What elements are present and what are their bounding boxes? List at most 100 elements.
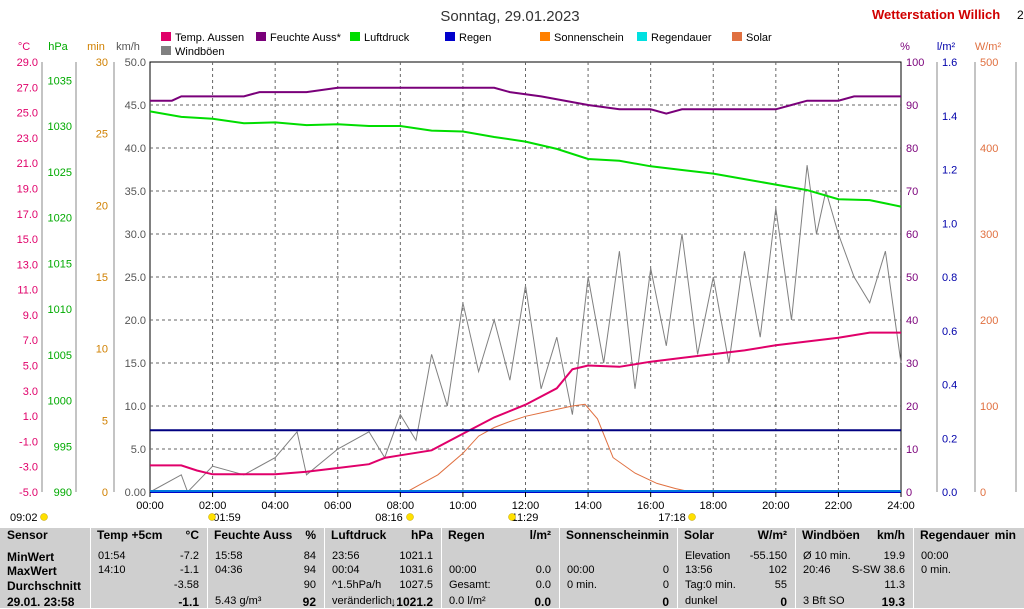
tick-humidity-6: 40	[906, 315, 918, 327]
unit-label-humidity: %	[900, 41, 910, 53]
marker-sun_up: 08:16	[375, 512, 403, 524]
column-wind: Windböen km/h Ø 10 min. 19.9 20:46 S-SW 38.6 1…	[795, 528, 914, 609]
tick-temp-15: -1.0	[19, 436, 38, 448]
tick-solar-5: 0	[980, 487, 986, 499]
cell-solar-2-b: 55	[774, 579, 787, 591]
tick-temp-17: -5.0	[19, 487, 38, 499]
tick-pressure-7: 1000	[48, 396, 72, 408]
col-header-pressure: Luftdruck	[331, 528, 387, 542]
col-unit-sunshine: min	[647, 528, 669, 542]
sensor-row-1: MaxWert	[7, 564, 57, 578]
cell-solar-0-a: Elevation	[685, 550, 731, 562]
marker-solar_noon: 01:59	[213, 512, 241, 524]
tick-rain-1: 1.4	[942, 111, 957, 123]
weather-chart: Sonntag, 29.01.2023 Wetterstation Willic…	[10, 7, 1024, 524]
tick-humidity-8: 20	[906, 401, 918, 413]
tick-pressure-8: 995	[54, 441, 72, 453]
unit-label-pressure: hPa	[48, 41, 68, 53]
cell-raindur-0-a: 00:00	[921, 550, 949, 562]
left-axes: 29.0 27.0 25.0 23.0 21.0 19.0 17.0 15.0 13.0 11.0…	[17, 57, 146, 499]
legend-swatch-6	[732, 32, 742, 41]
tick-temp-14: 1.0	[23, 411, 38, 423]
legend-swatch-3	[445, 32, 455, 41]
cell-pressure-1-b: 1031.6	[399, 564, 433, 576]
cell-humidity-0-a: 15:58	[215, 550, 243, 562]
cell-rain-3-a: 0.0 l/m²	[449, 595, 486, 607]
cell-pressure-2-a: ^1.5hPa/h	[332, 579, 382, 591]
tick-sun-6: 0	[102, 487, 108, 499]
tick-temp-5: 19.0	[17, 183, 38, 195]
tick-rain-3: 1.0	[942, 218, 957, 230]
marker-sun-icon-1	[208, 513, 216, 521]
cell-temp-3-b: -1.1	[178, 595, 199, 609]
xtick-label-0: 00:00	[136, 500, 164, 512]
cell-sunshine-1-a: 00:00	[567, 564, 595, 576]
col-header-rain: Regen	[448, 528, 485, 542]
tick-rain-2: 1.2	[942, 165, 957, 177]
tick-solar-1: 400	[980, 143, 998, 155]
tick-sun-5: 5	[102, 415, 108, 427]
cell-wind-2-b: 11.3	[884, 579, 905, 591]
tick-pressure-1: 1030	[48, 121, 72, 133]
cell-solar-2-a: Tag:0 min.	[685, 579, 736, 591]
tick-rain-8: 0.0	[942, 487, 957, 499]
legend-label-3: Regen	[459, 32, 491, 44]
cell-rain-1-b: 0.0	[535, 564, 551, 576]
col-header-sunshine: Sonnenschein	[566, 528, 649, 542]
cell-pressure-3-a: veränderlich	[332, 595, 392, 607]
tick-wind-10: 0.00	[125, 487, 146, 499]
tick-solar-2: 300	[980, 229, 998, 241]
tick-humidity-0: 100	[906, 57, 924, 69]
unit-label-solar: W/m²	[975, 41, 1002, 53]
unit-label-sun: min	[87, 41, 105, 53]
xtick-label-4: 08:00	[387, 500, 415, 512]
xtick-label-5: 10:00	[449, 500, 477, 512]
xtick-label-9: 18:00	[699, 500, 727, 512]
cell-solar-3-a: dunkel	[685, 595, 718, 607]
tick-temp-9: 11.0	[17, 285, 38, 297]
xtick-label-10: 20:00	[762, 500, 790, 512]
col-unit-solar: W/m²	[757, 528, 787, 542]
cell-humidity-1-b: 94	[303, 564, 316, 576]
xtick-label-1: 02:00	[199, 500, 227, 512]
legend-label-2: Luftdruck	[364, 32, 410, 44]
tick-solar-3: 200	[980, 315, 998, 327]
axis-unit-labels: °C hPa min km/h% l/m² W/m²	[18, 41, 1002, 53]
tick-temp-1: 27.0	[17, 82, 38, 94]
col-header-wind: Windböen	[802, 528, 860, 542]
column-rain: Regen l/m² 00:00 0.0 Gesamt: 0.0 0.0 l/m² 0.0	[441, 528, 560, 609]
column-pressure: Luftdruck hPa 23:56 1021.1 00:04 1031.6 ^1.5hP…	[324, 528, 442, 609]
legend-label-6: Solar	[746, 32, 772, 44]
tick-temp-16: -3.0	[19, 462, 38, 474]
tick-humidity-3: 70	[906, 186, 918, 198]
tick-temp-3: 23.0	[17, 133, 38, 145]
tick-wind-8: 10.0	[125, 401, 146, 413]
cell-pressure-3-b: ↓1021.2	[390, 595, 433, 609]
cell-rain-1-a: 00:00	[449, 564, 477, 576]
cell-pressure-1-a: 00:04	[332, 564, 360, 576]
cell-wind-1-a: 20:46	[803, 564, 831, 576]
col-unit-rain: l/m²	[529, 528, 551, 542]
cell-pressure-0-b: 1021.1	[399, 550, 433, 562]
xtick-label-3: 06:00	[324, 500, 352, 512]
cell-rain-2-a: Gesamt:	[449, 579, 491, 591]
tick-temp-10: 9.0	[23, 310, 38, 322]
grid	[150, 62, 901, 492]
cell-temp-0-b: -7.2	[180, 550, 199, 562]
col-header-solar: Solar	[684, 528, 715, 542]
column-temp: Temp +5cm °C 01:54 -7.2 14:10 -1.1 -3.58 -1.1	[90, 528, 208, 609]
tick-wind-0: 50.0	[125, 57, 146, 69]
cell-temp-2-b: -3.58	[173, 579, 199, 591]
station-name: Wetterstation Willich	[872, 7, 1000, 22]
cell-temp-1-b: -1.1	[180, 564, 199, 576]
xtick-label-6: 12:00	[512, 500, 540, 512]
cell-temp-1-a: 14:10	[98, 564, 126, 576]
cell-humidity-3-a: 5.43 g/m³	[215, 595, 262, 607]
cell-rain-2-b: 0.0	[535, 579, 551, 591]
tick-temp-12: 5.0	[23, 361, 38, 373]
tick-wind-9: 5.0	[131, 444, 146, 456]
cell-sunshine-1-b: 0	[662, 564, 669, 576]
tick-pressure-4: 1015	[48, 258, 72, 270]
column-sensor: Sensor MinWert MaxWert Durchschnitt 29.01. 2…	[0, 528, 91, 609]
tick-temp-4: 21.0	[17, 158, 38, 170]
